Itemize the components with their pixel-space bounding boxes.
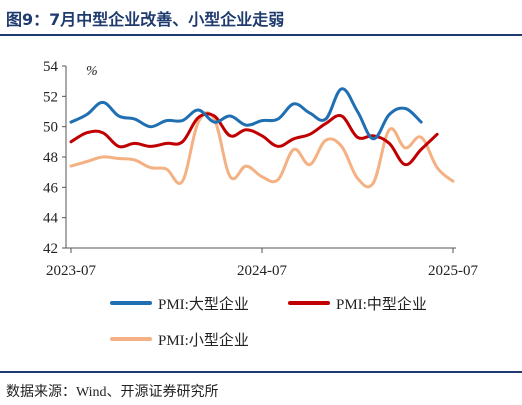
legend-swatch-medium (288, 301, 330, 305)
figure-title-bar: 图9：7月中型企业改善、小型企业走弱 (0, 0, 522, 36)
y-tick-label: 46 (43, 180, 59, 196)
legend-label-large: PMI:大型企业 (158, 296, 249, 313)
series-line-small (69, 111, 455, 189)
x-tick-label: 2025-07 (428, 263, 478, 279)
y-tick-label: 48 (43, 150, 58, 166)
legend-swatch-small (110, 337, 152, 341)
legend-label-medium: PMI:中型企业 (336, 296, 427, 313)
y-tick-label: 52 (43, 89, 58, 105)
series-lines (69, 87, 455, 189)
legend-item-small: PMI:小型企业 (110, 328, 249, 350)
series-line-medium (69, 112, 439, 167)
chart-area: 42 44 46 48 50 52 54 2023-07 2024-07 2025-07 % (0, 40, 522, 340)
x-axis: 2023-07 2024-07 2025-07 (46, 247, 478, 279)
x-tick-label: 2023-07 (46, 263, 96, 279)
source-text: 数据来源：Wind、开源证券研究所 (6, 385, 219, 400)
y-axis: 42 44 46 48 50 52 54 (43, 59, 67, 257)
legend-item-medium: PMI:中型企业 (288, 292, 427, 314)
legend-item-large: PMI:大型企业 (110, 292, 249, 314)
y-tick-label: 54 (43, 59, 59, 75)
chart-legend: PMI:大型企业 PMI:中型企业 PMI:小型企业 (0, 292, 522, 356)
y-tick-label: 42 (43, 241, 58, 257)
figure-title: 图9：7月中型企业改善、小型企业走弱 (6, 10, 285, 29)
line-chart: 42 44 46 48 50 52 54 2023-07 2024-07 2025-07 % (43, 59, 478, 279)
x-tick-label: 2024-07 (237, 263, 287, 279)
y-unit-label: % (86, 64, 98, 79)
series-line-large (69, 87, 423, 141)
y-tick-label: 50 (43, 120, 58, 136)
y-tick-label: 44 (43, 211, 59, 227)
source-footer: 数据来源：Wind、开源证券研究所 (0, 371, 522, 405)
legend-label-small: PMI:小型企业 (158, 332, 249, 349)
legend-swatch-large (110, 301, 152, 305)
